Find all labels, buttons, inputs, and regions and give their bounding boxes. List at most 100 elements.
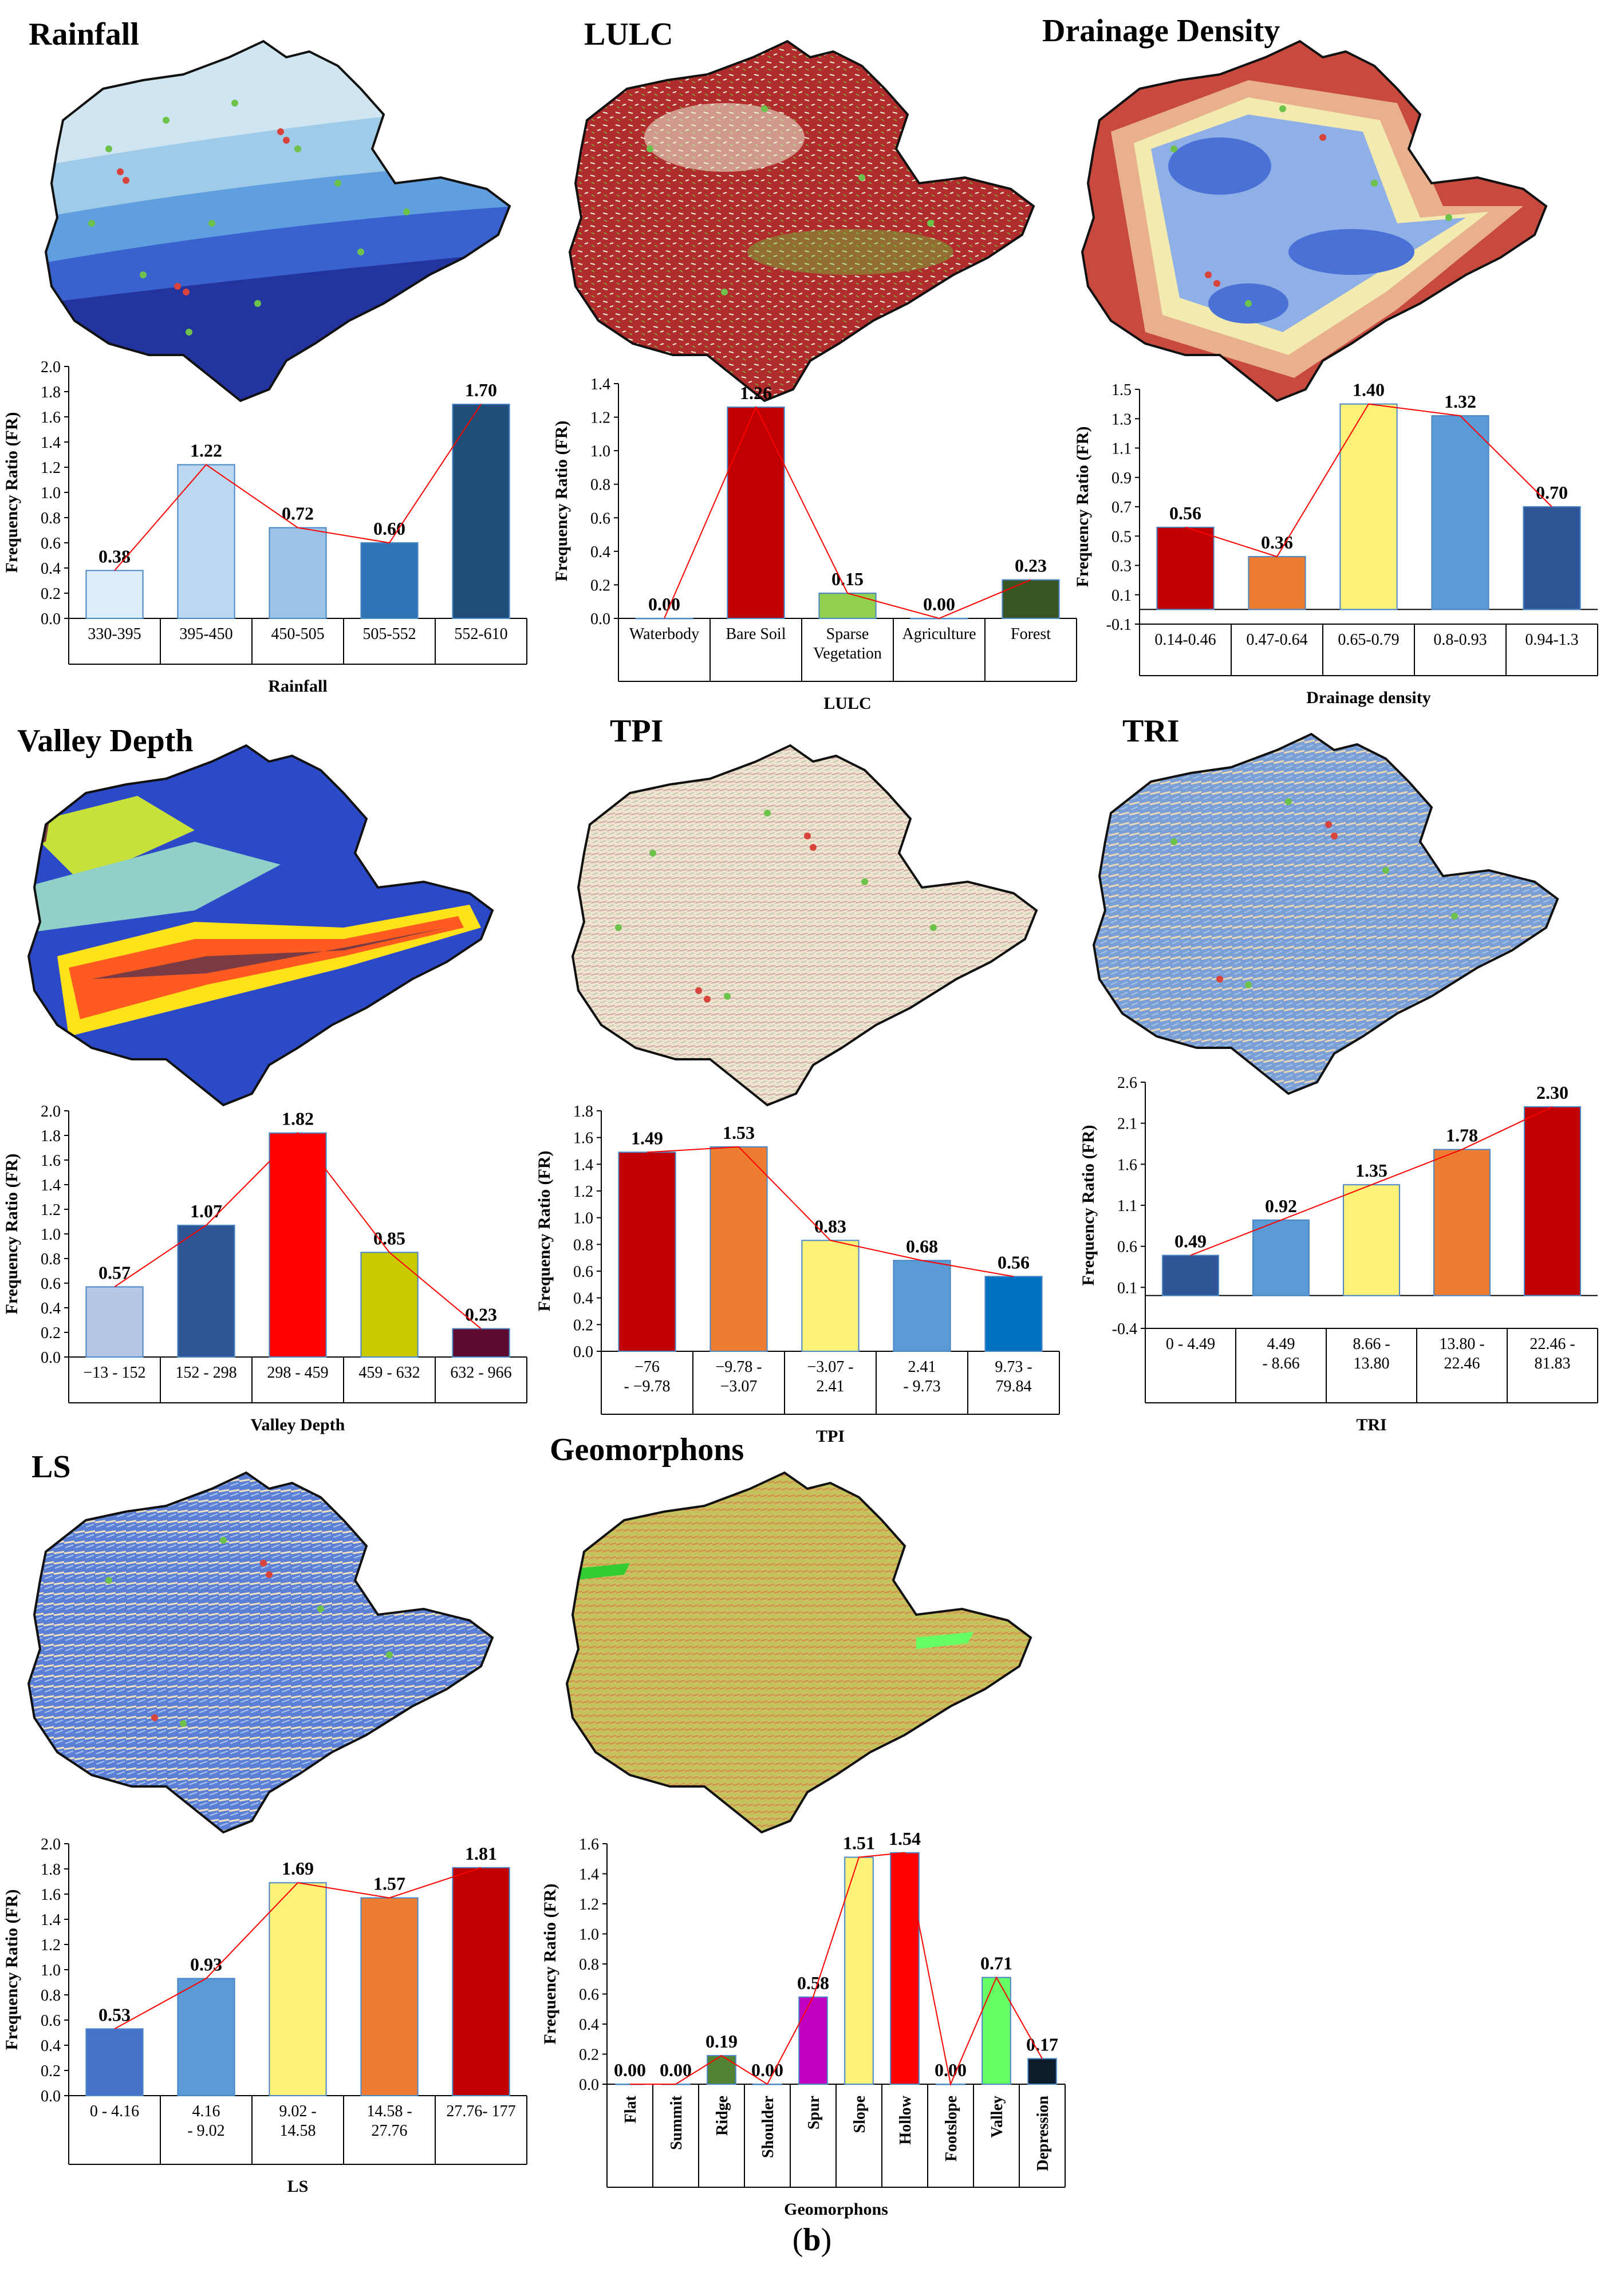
tri-category-label: 4.49 — [1267, 1335, 1295, 1353]
tpi-category-label: −3.07 - — [807, 1358, 853, 1376]
tri-ytick-label: 1.1 — [1117, 1197, 1137, 1215]
geomorphons-bar — [844, 1856, 874, 2085]
valley-ytick-label: 0.8 — [41, 1251, 61, 1268]
tri-bar — [1162, 1255, 1219, 1296]
rainfall-category-label: 450-505 — [271, 625, 324, 643]
title-tri: TRI — [1122, 713, 1180, 749]
rainfall-bar-value: 1.22 — [190, 440, 222, 461]
tri-xlabel: TRI — [1356, 1415, 1386, 1434]
rainfall-category-label: 552-610 — [454, 625, 507, 643]
drainage-category-label: 0.65-0.79 — [1338, 631, 1399, 649]
lulc-ytick-label: 0.8 — [590, 476, 610, 494]
valley-ytick-label: 0.0 — [41, 1349, 61, 1367]
ls-bar — [360, 1897, 419, 2096]
valley-bar — [360, 1252, 419, 1358]
valley-bar-value: 1.82 — [282, 1109, 314, 1129]
valley-bar-value: 1.07 — [190, 1201, 222, 1221]
drainage-chart: -0.1 0.1 0.3 0.5 0.7 0.9 1.1 1.3 1.5 Frequency Ra… — [1073, 380, 1598, 707]
drainage-category-label: 0.94-1.3 — [1525, 631, 1578, 649]
drainage-category-label: 0.47-0.64 — [1246, 631, 1307, 649]
tpi-ytick-label: 0.4 — [573, 1290, 593, 1308]
valley-ylabel: Frequency Ratio (FR) — [2, 1153, 21, 1314]
rainfall-chart: 0.0 0.2 0.4 0.6 0.8 1.0 1.2 1.4 1.6 1.8 2.0 Frequen… — [2, 358, 527, 696]
ls-ytick-label: 0.8 — [41, 1987, 61, 2005]
ls-ytick-label: 0.4 — [41, 2037, 61, 2055]
tri-ytick-label: 0.6 — [1117, 1238, 1137, 1256]
valley-ytick-label: 1.4 — [41, 1177, 61, 1194]
rainfall-ytick-label: 1.4 — [41, 434, 61, 452]
valley-category-label: 298 - 459 — [267, 1364, 328, 1382]
title-drainage: Drainage Density — [1042, 13, 1280, 49]
drainage-category-label: 0.8-0.93 — [1433, 631, 1487, 649]
tpi-bar-value: 1.53 — [723, 1122, 755, 1143]
lulc-bar-value: 0.00 — [923, 594, 955, 614]
title-tpi: TPI — [610, 713, 664, 749]
ls-trend-line — [114, 1867, 482, 2030]
ls-bar-value: 1.81 — [465, 1843, 497, 1864]
valley-ytick-label: 0.2 — [41, 1324, 61, 1342]
figure-caption: (b) — [792, 2222, 832, 2258]
tri-category-label: - 8.66 — [1262, 1355, 1299, 1372]
geomorphons-bar — [707, 2055, 736, 2085]
tpi-bar — [801, 1240, 860, 1352]
tri-ytick-label: -0.4 — [1112, 1320, 1137, 1338]
valley-ytick-label: 0.4 — [41, 1300, 61, 1318]
ls-bar — [269, 1882, 327, 2096]
drainage-ytick-label: 0.5 — [1111, 528, 1132, 546]
lulc-chart: 0.0 0.2 0.4 0.6 0.8 1.0 1.2 1.4 Frequency Ratio … — [552, 376, 1077, 713]
tri-bar — [1252, 1219, 1310, 1296]
valley-ytick-label: 0.6 — [41, 1275, 61, 1293]
ls-chart: 0.0 0.2 0.4 0.6 0.8 1.0 1.2 1.4 1.6 1.8 2.0 Frequen… — [2, 1836, 527, 2196]
geomorphons-category-label: Summit — [668, 2095, 685, 2150]
geomorphons-category-label: Depression — [1034, 2096, 1052, 2171]
valley-bar — [85, 1286, 144, 1358]
ls-bar-value: 1.57 — [373, 1873, 405, 1894]
ls-bar — [85, 2028, 144, 2096]
lulc-bar-value: 0.23 — [1015, 555, 1047, 576]
geomorphons-category-label: Spur — [805, 2096, 823, 2129]
tpi-bar — [984, 1276, 1043, 1352]
ls-bar — [177, 1978, 235, 2096]
tri-bar-value: 1.35 — [1355, 1160, 1388, 1181]
rainfall-ytick-label: 1.8 — [41, 384, 61, 401]
lulc-trend-line — [664, 405, 1031, 620]
geomorphons-ytick-label: 0.8 — [579, 1956, 599, 1974]
tpi-bar — [709, 1146, 768, 1352]
geomorphons-bar-value: 0.17 — [1026, 2034, 1058, 2054]
valley-bar-value: 0.23 — [465, 1304, 497, 1325]
valley-depth-chart: 0.0 0.2 0.4 0.6 0.8 1.0 1.2 1.4 1.6 1.8 2.0 Frequen… — [2, 1103, 527, 1434]
geomorphons-bar-value: 0.71 — [980, 1953, 1012, 1974]
tpi-bar-value: 0.83 — [814, 1216, 846, 1236]
rainfall-category-label: 505-552 — [362, 625, 416, 643]
rainfall-ytick-label: 0.0 — [41, 610, 61, 628]
lulc-bar — [635, 618, 693, 620]
ls-category-label: 0 - 4.16 — [90, 2103, 139, 2120]
geomorphons-ylabel: Frequency Ratio (FR) — [541, 1883, 559, 2044]
tri-trend-line — [1190, 1106, 1553, 1256]
tri-bar-value: 0.49 — [1174, 1230, 1207, 1251]
rainfall-bar — [177, 464, 235, 619]
ls-map — [27, 1472, 494, 1833]
tri-chart: -0.4 0.1 0.6 1.1 1.6 2.1 2.6 Frequency Ratio (F… — [1079, 1074, 1598, 1434]
rainfall-category-label: 330-395 — [88, 625, 141, 643]
drainage-bar — [1523, 506, 1581, 610]
tpi-category-label: −9.78 - — [715, 1358, 762, 1376]
drainage-trend-line — [1185, 403, 1552, 558]
drainage-ytick-label: 0.7 — [1111, 499, 1132, 516]
tpi-bar-value: 1.49 — [631, 1127, 663, 1148]
lulc-ytick-label: 1.2 — [590, 409, 610, 427]
valley-bar — [177, 1224, 235, 1358]
rainfall-bar-value: 0.60 — [373, 518, 405, 539]
valley-depth-map — [27, 744, 494, 1106]
rainfall-xlabel: Rainfall — [268, 677, 327, 696]
drainage-ytick-label: 1.1 — [1111, 440, 1132, 458]
tri-ytick-label: 0.1 — [1117, 1279, 1137, 1297]
ls-ytick-label: 2.0 — [41, 1836, 61, 1853]
tpi-category-label: 9.73 - — [995, 1358, 1032, 1376]
geomorphons-ytick-label: 0.6 — [579, 1986, 599, 2004]
drainage-bar-value: 0.70 — [1536, 482, 1568, 503]
valley-xlabel: Valley Depth — [251, 1415, 345, 1434]
valley-category-label: 152 - 298 — [175, 1364, 236, 1382]
geomorphons-category-label: Footslope — [943, 2096, 960, 2161]
ls-category-label: 4.16 — [192, 2103, 220, 2120]
